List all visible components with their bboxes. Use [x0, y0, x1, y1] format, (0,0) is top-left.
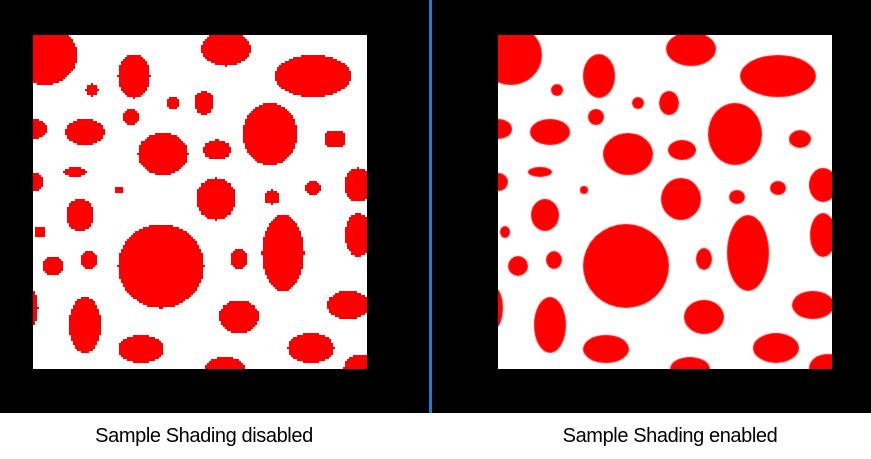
- render-output-smooth: [498, 35, 832, 369]
- panel-sample-shading-enabled: [432, 0, 871, 413]
- divider-line: [429, 0, 432, 413]
- caption-sample-shading-enabled: Sample Shading enabled: [562, 425, 778, 447]
- caption-sample-shading-disabled: Sample Shading disabled: [95, 425, 313, 447]
- panel-sample-shading-disabled: [0, 0, 429, 413]
- render-output-aliased: [33, 35, 367, 369]
